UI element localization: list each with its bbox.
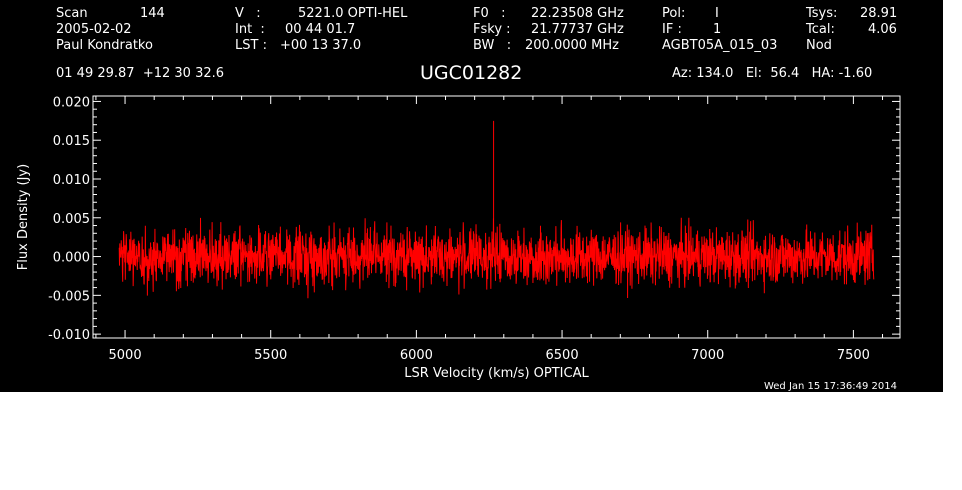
x-tick-label: 5500 <box>254 348 287 363</box>
y-tick-label: 0.010 <box>53 173 90 188</box>
source-name: UGC01282 <box>420 62 523 84</box>
scan-label: Scan <box>56 6 88 21</box>
x-tick-label: 7000 <box>691 348 724 363</box>
if-label: IF : <box>662 22 682 37</box>
observer-name: Paul Kondratko <box>56 38 153 53</box>
f0-label: F0 : <box>473 6 506 21</box>
velocity-value: 5221.0 OPTI-HEL <box>298 6 408 21</box>
obs-date: 2005-02-02 <box>56 22 132 37</box>
int-value: 00 44 01.7 <box>285 22 356 37</box>
bw-value: 200.0000 MHz <box>525 38 619 53</box>
timestamp: Wed Jan 15 17:36:49 2014 <box>764 381 897 392</box>
obs-mode: Nod <box>806 38 832 53</box>
y-tick-label: -0.005 <box>48 289 90 304</box>
az-el-ha: Az: 134.0 El: 56.4 HA: -1.60 <box>672 66 873 81</box>
pol-label: Pol: <box>662 6 686 21</box>
y-tick-label: 0.020 <box>53 95 90 110</box>
lst-value: +00 13 37.0 <box>280 38 362 53</box>
fsky-label: Fsky : <box>473 22 511 37</box>
y-tick-label: 0.000 <box>53 251 90 266</box>
x-tick-label: 6000 <box>400 348 433 363</box>
pol-value: I <box>715 6 719 21</box>
source-coords: 01 49 29.87 +12 30 32.6 <box>56 66 225 81</box>
int-label: Int : <box>235 22 265 37</box>
y-tick-label: 0.015 <box>53 134 90 149</box>
tcal-label: Tcal: <box>806 22 835 37</box>
plot-frame <box>92 95 901 339</box>
y-tick-label: -0.010 <box>48 328 90 343</box>
ticks-layer: 5000 5500 6000 6500 7000 7500 -0.010 -0.005 0.00… <box>48 95 900 363</box>
fsky-value: 21.77737 GHz <box>531 22 624 37</box>
tcal-value: 4.06 <box>868 22 897 37</box>
spectrum-trace <box>118 217 875 299</box>
bw-label: BW : <box>473 38 512 53</box>
y-tick-label: 0.005 <box>53 212 90 227</box>
tsys-label: Tsys: <box>806 6 838 21</box>
lst-label: LST : <box>235 38 267 53</box>
x-tick-label: 6500 <box>546 348 579 363</box>
x-axis-label: LSR Velocity (km/s) OPTICAL <box>404 366 589 381</box>
x-tick-label: 7500 <box>837 348 870 363</box>
x-tick-label: 5000 <box>109 348 142 363</box>
if-value: 1 <box>713 22 722 37</box>
f0-value: 22.23508 GHz <box>531 6 624 21</box>
scan-value: 144 <box>140 6 165 21</box>
y-axis-label: Flux Density (Jy) <box>16 164 31 270</box>
project-id: AGBT05A_015_03 <box>662 38 778 53</box>
plot-panel <box>0 0 943 392</box>
tsys-value: 28.91 <box>860 6 898 21</box>
velocity-label: V : <box>235 6 261 21</box>
